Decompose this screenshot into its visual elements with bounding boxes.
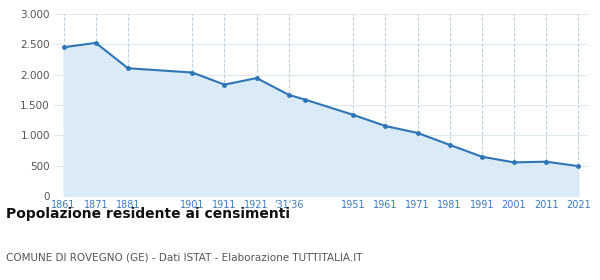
- Text: Popolazione residente ai censimenti: Popolazione residente ai censimenti: [6, 207, 290, 221]
- Text: COMUNE DI ROVEGNO (GE) - Dati ISTAT - Elaborazione TUTTITALIA.IT: COMUNE DI ROVEGNO (GE) - Dati ISTAT - El…: [6, 252, 362, 262]
